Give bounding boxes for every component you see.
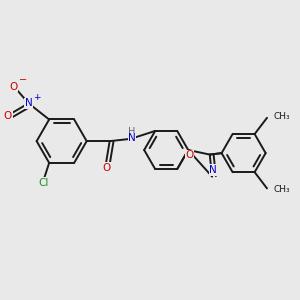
Text: −: − (20, 75, 28, 85)
Text: H: H (128, 127, 136, 137)
Text: N: N (128, 133, 136, 143)
Text: O: O (102, 163, 110, 173)
Text: O: O (10, 82, 18, 92)
Text: O: O (185, 150, 194, 160)
Text: Cl: Cl (38, 178, 49, 188)
Text: +: + (33, 93, 40, 102)
Text: CH₃: CH₃ (274, 185, 290, 194)
Text: N: N (209, 165, 217, 175)
Text: CH₃: CH₃ (274, 112, 290, 121)
Text: O: O (4, 111, 12, 121)
Text: N: N (25, 98, 32, 108)
